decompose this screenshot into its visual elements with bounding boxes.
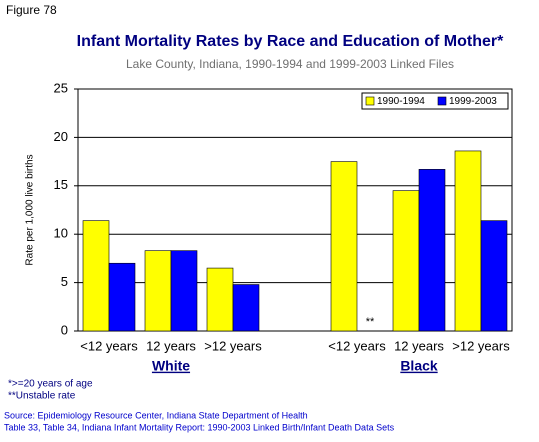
annotation: ** [366,316,375,328]
bar [454,150,482,332]
y-axis-label: Rate per 1,000 live births [25,154,36,265]
y-tick-label: 5 [61,274,68,289]
chart-subtitle: Lake County, Indiana, 1990-1994 and 1999… [126,57,454,71]
bar [232,284,260,332]
legend-swatch [437,96,447,106]
bar [144,250,172,332]
bar [418,169,446,332]
footnote: **Unstable rate [8,391,76,402]
x-tick-label: 12 years [146,338,196,353]
bar [330,161,358,332]
figure-label: Figure 78 [6,3,57,17]
x-tick-label: >12 years [204,338,262,353]
legend-label: 1999-2003 [449,96,497,107]
x-tick-label: >12 years [452,338,510,353]
bar [480,220,508,332]
x-tick-label: <12 years [328,338,386,353]
bar [392,190,420,332]
bar [206,267,234,332]
bar [170,250,198,332]
legend-label: 1990-1994 [377,96,425,107]
x-tick-label: 12 years [394,338,444,353]
y-tick-label: 0 [61,322,68,337]
source: Source: Epidemiology Resource Center, In… [4,410,308,420]
group-label: Black [400,358,438,374]
source: Table 33, Table 34, Indiana Infant Morta… [4,422,395,432]
y-tick-label: 10 [54,226,68,241]
group-label: White [152,358,190,374]
footnote: *>=20 years of age [8,379,93,390]
y-tick-label: 25 [54,80,68,95]
y-tick-label: 15 [54,177,68,192]
legend-frame [361,92,509,110]
bar [82,220,110,332]
y-tick-label: 20 [54,129,68,144]
legend-swatch [365,96,375,106]
bar [108,262,136,332]
chart-title: Infant Mortality Rates by Race and Educa… [77,33,504,50]
plot-frame [77,88,513,332]
x-tick-label: <12 years [80,338,138,353]
